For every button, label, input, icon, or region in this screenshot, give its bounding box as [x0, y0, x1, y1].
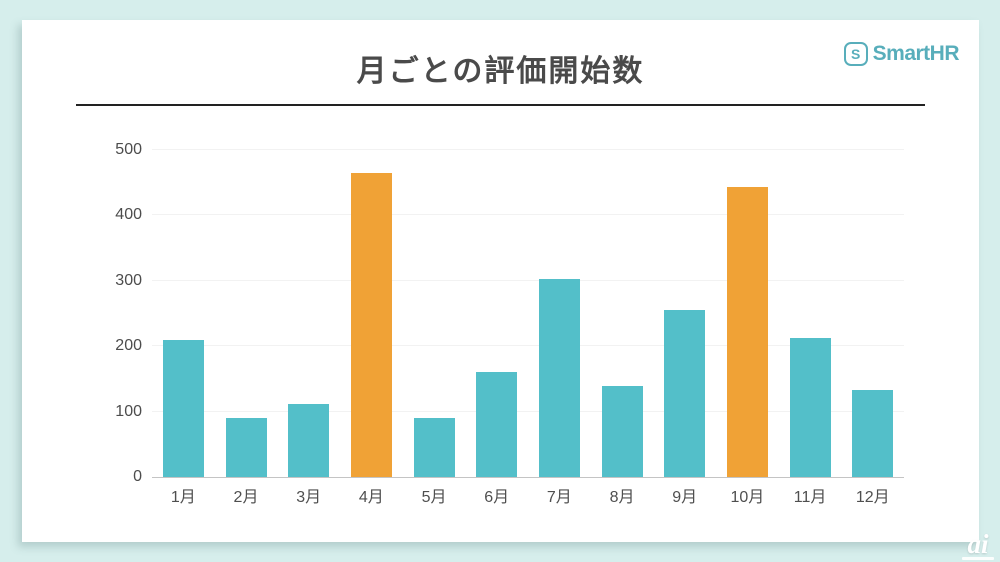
watermark-subline	[962, 557, 994, 560]
bar-slot-4月	[340, 150, 403, 477]
bar-slot-3月	[277, 150, 340, 477]
x-axis-label-7月: 7月	[546, 489, 572, 506]
bar-5月	[413, 418, 455, 477]
bar-slot-1月	[152, 150, 215, 477]
x-axis-label-8月: 8月	[609, 489, 635, 506]
bar-slot-5月	[403, 150, 466, 477]
x-axis-label-2月: 2月	[233, 489, 259, 506]
bar-4月	[350, 172, 392, 477]
bar-8月	[601, 386, 643, 477]
page-title: 月ごとの評価開始数	[356, 55, 645, 88]
bar-slot-11月	[779, 150, 842, 477]
x-axis-label-1月: 1月	[170, 489, 196, 506]
bar-10月	[726, 187, 768, 477]
brand-logo: S SmartHR	[843, 42, 960, 66]
gridline-500	[152, 149, 904, 150]
bars	[152, 150, 904, 477]
x-axis-label-9月: 9月	[672, 489, 698, 506]
bar-12月	[852, 390, 894, 477]
x-axis-label-4月: 4月	[358, 489, 384, 506]
y-axis-labels: 0 100 200 300 400 500	[78, 141, 142, 485]
brand-name: SmartHR	[872, 42, 960, 65]
bar-slot-7月	[528, 150, 591, 477]
x-axis-label-12月: 12月	[855, 489, 890, 506]
gridline-300	[152, 279, 904, 281]
y-axis-label-400: 400	[115, 206, 142, 224]
x-axis-label-5月: 5月	[421, 489, 447, 506]
y-axis-label-0: 0	[133, 468, 142, 485]
bar-11月	[789, 337, 831, 477]
title-divider	[76, 104, 925, 106]
y-axis-label-100: 100	[115, 402, 142, 420]
bar-slot-9月	[653, 150, 716, 477]
bar-3月	[288, 403, 330, 477]
y-axis-label-300: 300	[115, 271, 142, 289]
bar-slot-2月	[215, 150, 278, 477]
bar-6月	[476, 371, 518, 477]
gridline-400	[152, 214, 904, 216]
x-axis-label-3月: 3月	[296, 489, 322, 506]
x-axis-label-6月: 6月	[484, 489, 510, 506]
gridline-100	[152, 410, 904, 412]
plot-area	[152, 149, 904, 478]
watermark-text: ai	[967, 529, 989, 559]
bar-9月	[664, 310, 706, 477]
gridline-200	[152, 345, 904, 347]
y-axis-label-500: 500	[115, 141, 142, 158]
smarthr-icon: S	[843, 42, 868, 66]
y-axis-label-200: 200	[115, 337, 142, 355]
bar-slot-8月	[591, 150, 654, 477]
chart-card: 月ごとの評価開始数 S SmartHR 0 100 200 300 400 500 1月 2…	[22, 20, 979, 542]
watermark: ai	[962, 529, 994, 560]
smarthr-icon-letter: S	[850, 46, 861, 62]
bar-slot-6月	[465, 150, 528, 477]
bar-2月	[225, 418, 267, 477]
bar-1月	[162, 339, 204, 477]
x-axis-label-11月: 11月	[793, 489, 827, 506]
bar-7月	[538, 278, 580, 477]
bar-slot-10月	[716, 150, 779, 477]
bar-slot-12月	[841, 150, 904, 477]
x-axis-labels: 1月 2月 3月 4月 5月 6月 7月 8月 9月 10月 11月 12月	[152, 483, 904, 507]
x-axis-label-10月: 10月	[730, 489, 765, 506]
